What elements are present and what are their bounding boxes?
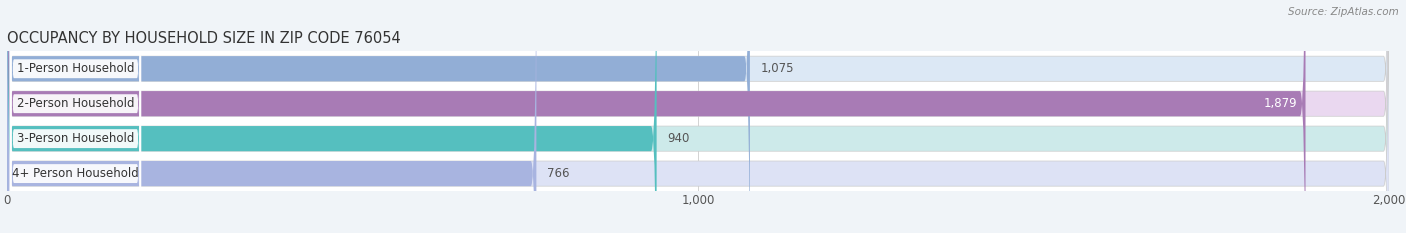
Text: Source: ZipAtlas.com: Source: ZipAtlas.com — [1288, 7, 1399, 17]
Text: 1,075: 1,075 — [761, 62, 794, 75]
FancyBboxPatch shape — [7, 0, 1306, 233]
FancyBboxPatch shape — [7, 0, 1389, 233]
Text: 1,879: 1,879 — [1264, 97, 1298, 110]
Text: 1-Person Household: 1-Person Household — [17, 62, 134, 75]
Text: 2-Person Household: 2-Person Household — [17, 97, 134, 110]
Text: 4+ Person Household: 4+ Person Household — [13, 167, 139, 180]
Text: 766: 766 — [547, 167, 569, 180]
FancyBboxPatch shape — [7, 0, 657, 233]
FancyBboxPatch shape — [7, 0, 536, 233]
FancyBboxPatch shape — [7, 0, 1389, 233]
FancyBboxPatch shape — [10, 0, 141, 233]
Text: 3-Person Household: 3-Person Household — [17, 132, 134, 145]
FancyBboxPatch shape — [7, 0, 1389, 233]
FancyBboxPatch shape — [7, 0, 1389, 233]
FancyBboxPatch shape — [10, 0, 141, 233]
FancyBboxPatch shape — [10, 0, 141, 233]
Text: OCCUPANCY BY HOUSEHOLD SIZE IN ZIP CODE 76054: OCCUPANCY BY HOUSEHOLD SIZE IN ZIP CODE … — [7, 31, 401, 46]
Text: 940: 940 — [666, 132, 689, 145]
FancyBboxPatch shape — [7, 0, 749, 233]
FancyBboxPatch shape — [10, 0, 141, 233]
